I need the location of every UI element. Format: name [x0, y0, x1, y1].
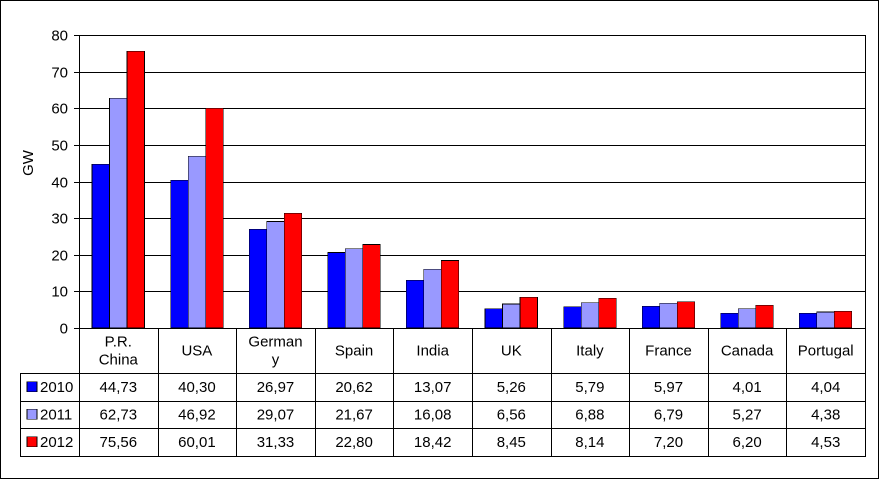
bar — [170, 180, 189, 329]
bar — [519, 296, 538, 329]
table-cell: 4,53 — [811, 434, 840, 451]
bar — [502, 303, 521, 329]
table-cell: 22,80 — [335, 434, 373, 451]
bar — [580, 302, 599, 329]
category-label: P.R. — [105, 334, 132, 351]
legend-swatch — [26, 381, 38, 393]
table-cell: 16,08 — [414, 406, 452, 423]
y-tick-label: 10 — [51, 284, 68, 301]
bars — [91, 50, 853, 329]
table-cell: 21,67 — [335, 406, 373, 423]
bar — [327, 252, 346, 329]
y-tick-label: 70 — [51, 65, 68, 82]
table-cell: 62,73 — [100, 406, 138, 423]
y-tick-label: 20 — [51, 248, 68, 265]
bar — [659, 302, 678, 329]
category-label: UK — [501, 343, 522, 360]
category-label: Spain — [335, 343, 373, 360]
table-cell: 7,20 — [654, 434, 683, 451]
table-cell: 5,27 — [732, 406, 761, 423]
bar — [126, 50, 145, 329]
table-cell: 40,30 — [178, 379, 216, 396]
table-cell: 20,62 — [335, 379, 373, 396]
table-cell: 44,73 — [100, 379, 138, 396]
table-cell: 75,56 — [100, 434, 138, 451]
bar — [249, 228, 268, 329]
table-cell: 60,01 — [178, 434, 216, 451]
bar — [799, 312, 818, 329]
bar — [834, 311, 853, 329]
y-tick-label: 40 — [51, 175, 68, 192]
table-cell: 4,38 — [811, 406, 840, 423]
category-label: Portugal — [798, 343, 854, 360]
bar — [816, 311, 835, 329]
table-cell: 46,92 — [178, 406, 216, 423]
table-cell: 18,42 — [414, 434, 452, 451]
legend-swatch — [26, 408, 38, 420]
bar — [283, 213, 303, 329]
table-cell: 6,88 — [575, 406, 604, 423]
table-cell: 31,33 — [257, 434, 295, 451]
y-axis-label: GW — [20, 149, 37, 176]
table-cell: 6,56 — [497, 406, 526, 423]
bar — [344, 248, 364, 329]
y-tick-label: 0 — [60, 321, 68, 338]
table-cell: 5,97 — [654, 379, 683, 396]
table-cell: 4,04 — [811, 379, 840, 396]
bar — [563, 306, 582, 329]
category-label: German — [248, 334, 302, 351]
table-cell: 6,79 — [654, 406, 683, 423]
table-cell: 6,20 — [732, 434, 761, 451]
bar — [598, 297, 617, 329]
y-tick-label: 60 — [51, 101, 68, 118]
legend-swatch — [26, 436, 38, 448]
bar — [362, 244, 381, 329]
bar — [755, 304, 774, 329]
table-cell: 29,07 — [257, 406, 295, 423]
category-label: USA — [181, 343, 212, 360]
bar — [187, 155, 206, 329]
category-label: France — [645, 343, 692, 360]
bar — [109, 98, 128, 329]
table-cell: 26,97 — [257, 379, 295, 396]
bar — [737, 308, 757, 329]
y-tick-label: 80 — [51, 28, 68, 45]
bar — [423, 268, 442, 329]
bar — [676, 301, 696, 329]
table-cell: 8,45 — [497, 434, 526, 451]
bar — [441, 260, 460, 329]
y-tick-labels: 0 10 20 30 40 50 60 70 80 — [51, 28, 68, 338]
category-label: y — [272, 352, 280, 369]
category-label: India — [416, 343, 449, 360]
bar — [406, 279, 425, 329]
category-label: Italy — [576, 343, 604, 360]
category-label: China — [99, 352, 139, 369]
bar — [720, 312, 739, 329]
table-cell: 13,07 — [414, 379, 452, 396]
category-label: Canada — [721, 343, 774, 360]
y-tick-label: 50 — [51, 138, 68, 155]
bar — [266, 221, 285, 329]
table-cell: 8,14 — [575, 434, 604, 451]
series-name: 2010 — [40, 379, 73, 396]
table-cell: 5,79 — [575, 379, 604, 396]
table-cell: 5,26 — [497, 379, 526, 396]
bar — [91, 163, 110, 329]
bar — [641, 305, 661, 329]
bar — [484, 308, 503, 329]
series-name: 2011 — [40, 406, 72, 423]
table-cell: 4,01 — [732, 379, 761, 396]
series-name: 2012 — [40, 434, 73, 451]
y-tick-label: 30 — [51, 211, 68, 228]
bar — [205, 107, 224, 329]
